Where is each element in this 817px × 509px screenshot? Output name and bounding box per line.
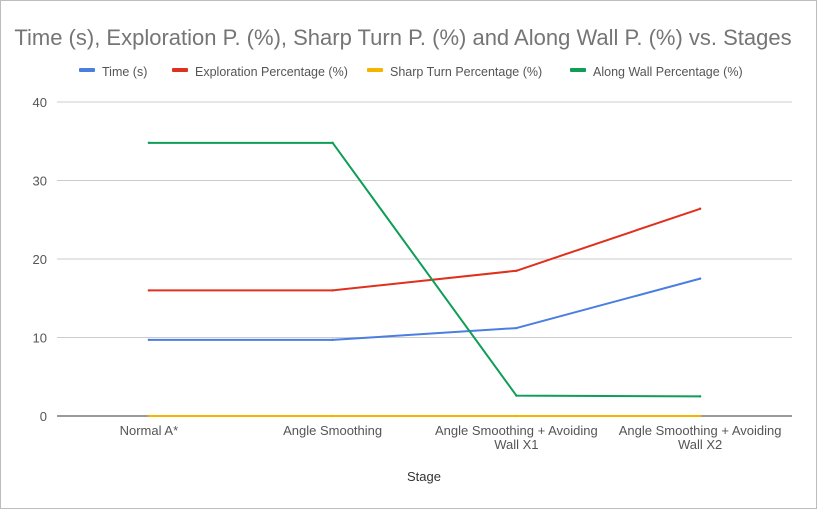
x-tick-label-line: Wall X1 — [494, 437, 538, 452]
x-tick-label-line: Wall X2 — [678, 437, 722, 452]
legend-swatch — [367, 68, 383, 72]
y-tick-label: 10 — [33, 331, 47, 346]
legend-item: Along Wall Percentage (%) — [570, 65, 743, 79]
legend-swatch — [79, 68, 95, 72]
data-point — [331, 141, 334, 145]
x-tick-label: Normal A* — [120, 423, 179, 438]
legend-item: Sharp Turn Percentage (%) — [367, 65, 542, 79]
series-line-1 — [148, 207, 701, 292]
data-point — [147, 338, 151, 342]
data-point — [147, 141, 151, 145]
data-point — [515, 414, 518, 418]
y-tick-label: 30 — [33, 174, 47, 189]
gridlines — [57, 101, 792, 417]
y-tick-label: 20 — [33, 252, 47, 267]
data-point — [515, 269, 518, 272]
chart-title: Time (s), Exploration P. (%), Sharp Turn… — [14, 25, 791, 50]
x-tick-label-line: Angle Smoothing + Avoiding — [435, 423, 598, 438]
data-point — [147, 289, 151, 292]
y-tick-label: 40 — [33, 95, 47, 110]
legend-swatch — [570, 68, 586, 72]
series-line-3 — [148, 141, 701, 398]
legend-label: Exploration Percentage (%) — [195, 65, 348, 79]
data-point — [698, 414, 702, 418]
x-tick-label-line: Normal A* — [120, 423, 179, 438]
data-point — [331, 414, 334, 418]
legend-item: Time (s) — [79, 65, 147, 79]
series-line-0 — [148, 277, 701, 341]
legend: Time (s) Exploration Percentage (%) Sharp … — [79, 65, 743, 79]
x-tick-label-line: Angle Smoothing + Avoiding — [619, 423, 782, 438]
x-axis-title: Stage — [407, 469, 441, 484]
x-tick-label-line: Angle Smoothing — [283, 423, 382, 438]
legend-label: Time (s) — [102, 65, 147, 79]
data-point — [698, 207, 702, 210]
legend-item: Exploration Percentage (%) — [172, 65, 348, 79]
data-point — [698, 395, 702, 398]
data-point — [331, 289, 334, 292]
data-point — [515, 326, 518, 330]
legend-swatch — [172, 68, 188, 72]
y-axis-ticks: 0 10 20 30 40 — [33, 95, 47, 424]
data-point — [515, 394, 518, 397]
x-tick-label: Angle Smoothing + Avoiding Wall X2 — [619, 423, 782, 452]
y-tick-label: 0 — [40, 409, 47, 424]
legend-label: Along Wall Percentage (%) — [593, 65, 743, 79]
x-axis-ticks: Normal A* Angle Smoothing Angle Smoothing … — [120, 423, 782, 452]
x-tick-label: Angle Smoothing — [283, 423, 382, 438]
data-point — [147, 414, 151, 418]
data-point — [698, 277, 702, 280]
x-tick-label: Angle Smoothing + Avoiding Wall X1 — [435, 423, 598, 452]
legend-label: Sharp Turn Percentage (%) — [390, 65, 542, 79]
series-lines — [147, 141, 702, 418]
data-point — [331, 338, 334, 342]
